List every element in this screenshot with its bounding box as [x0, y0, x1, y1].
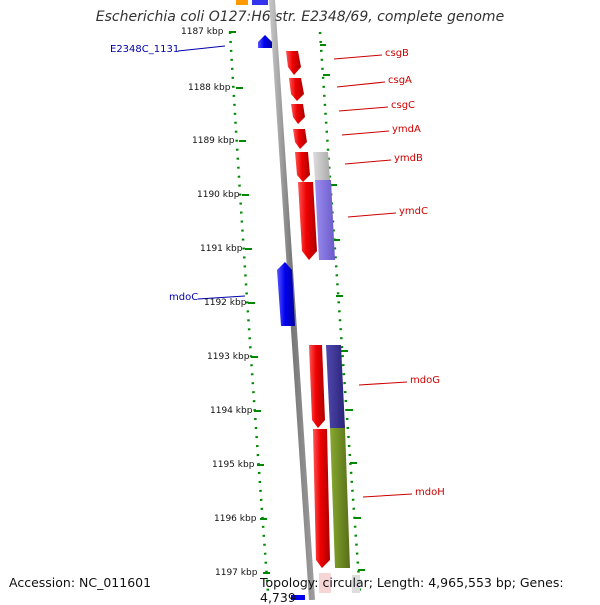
gene-arrow-ymdC[interactable]	[298, 182, 317, 260]
cog-bar-mdoH	[330, 428, 350, 568]
gene-arrow-bottom-blue[interactable]	[291, 595, 305, 600]
cog-bar-ymdB	[313, 152, 330, 180]
leader-lines-reverse	[177, 45, 246, 300]
gene-arrow-E2348C_1131[interactable]	[258, 35, 272, 48]
kbp-label: 1192 kbp	[204, 298, 247, 308]
gene-label-csgB[interactable]: csgB	[385, 48, 409, 59]
genome-title: Escherichia coli O127:H6 str. E2348/69, …	[95, 9, 505, 25]
accession-text: Accession: NC_011601	[9, 575, 152, 590]
gene-arrow-mdoH[interactable]	[313, 429, 330, 568]
gene-arrow-mdoC[interactable]	[277, 262, 295, 326]
gene-arrow-ymdB[interactable]	[295, 152, 310, 182]
kbp-label: 1191 kbp	[200, 244, 243, 254]
kbp-label: 1197 kbp	[215, 568, 258, 578]
gene-label-csgC[interactable]: csgC	[391, 100, 416, 111]
cog-bar-ymdC	[315, 180, 335, 260]
cog-bar-blue-top	[252, 0, 268, 5]
cog-bar-bottom-pink	[319, 573, 331, 593]
gene-arrow-ymdA[interactable]	[293, 129, 307, 149]
kbp-label: 1187 kbp	[181, 27, 224, 37]
gene-label-ymdC[interactable]: ymdC	[399, 206, 428, 217]
cog-bar-orange	[236, 0, 248, 5]
gene-label-csgA[interactable]: csgA	[388, 75, 412, 86]
scale-dotted-left	[228, 31, 270, 593]
cog-bar-bottom-gray	[352, 575, 360, 593]
gene-arrow-csgC[interactable]	[291, 104, 305, 124]
leader-lines-forward	[333, 54, 413, 498]
cog-bar-mdoG	[326, 345, 345, 428]
gene-label-mdoC[interactable]: mdoC	[169, 292, 199, 303]
gene-arrow-mdoG[interactable]	[309, 345, 325, 428]
gene-arrow-csgA[interactable]	[289, 78, 304, 101]
gene-label-mdoH[interactable]: mdoH	[415, 487, 445, 498]
kbp-ticks	[229, 31, 365, 574]
kbp-label: 1188 kbp	[188, 83, 231, 93]
kbp-label: 1189 kbp	[192, 136, 235, 146]
gene-label-ymdB[interactable]: ymdB	[394, 153, 423, 164]
kbp-label: 1190 kbp	[197, 190, 240, 200]
kbp-label: 1194 kbp	[210, 406, 253, 416]
topology-text: Topology: circular; Length: 4,965,553 bp…	[260, 575, 564, 605]
gene-arrow-csgB[interactable]	[286, 51, 301, 75]
kbp-label: 1193 kbp	[207, 352, 250, 362]
kbp-label: 1195 kbp	[212, 460, 255, 470]
kbp-label: 1196 kbp	[214, 514, 257, 524]
gene-label-E2348C_1131[interactable]: E2348C_1131	[110, 44, 180, 55]
gene-label-ymdA[interactable]: ymdA	[392, 124, 421, 135]
gene-label-mdoG[interactable]: mdoG	[410, 375, 440, 386]
